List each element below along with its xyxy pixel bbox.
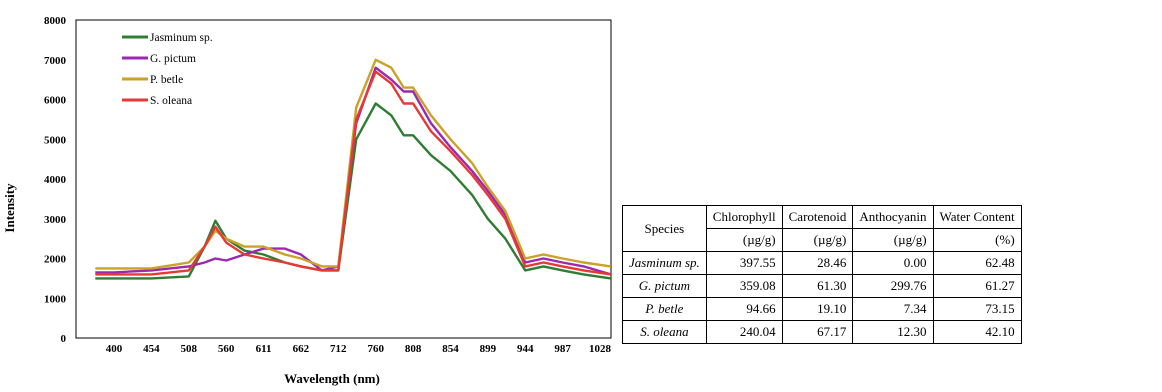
table-header-row: Species Chlorophyll Carotenoid Anthocyan… (622, 205, 1022, 252)
legend: Jasminum sp. G. pictum P. betle S. oleana (122, 32, 213, 107)
x-tick-label: 987 (554, 343, 571, 355)
table-cell: 28.46 (781, 251, 854, 275)
table-cell-species: P. betle (622, 297, 707, 321)
x-axis-label: Wavelength (nm) (284, 371, 380, 386)
table-header-species: Species (622, 205, 707, 252)
x-tick-label: 454 (143, 343, 160, 355)
table-cell-species: Jasminum sp. (622, 251, 707, 275)
x-tick-label: 944 (517, 343, 534, 355)
y-tick-label: 4000 (44, 174, 67, 186)
x-tick-label: 854 (442, 343, 459, 355)
table-unit-anthocyanin: (µg/g) (852, 228, 934, 252)
y-tick-label: 8000 (44, 15, 67, 27)
x-tick-label: 560 (218, 343, 235, 355)
table-header-chlorophyll: Chlorophyll (705, 205, 783, 229)
x-axis-ticks: 400 454 508 560 611 662 712 760 808 854 899 944 987 1… (106, 343, 612, 355)
table-cell: 42.10 (932, 320, 1022, 344)
series-line (95, 102, 612, 280)
table-cell: 0.00 (852, 251, 934, 275)
y-tick-label: 3000 (44, 214, 67, 226)
table-cell: 19.10 (781, 297, 854, 321)
pigment-table: Species Chlorophyll Carotenoid Anthocyan… (622, 205, 1022, 344)
y-tick-label: 0 (61, 333, 67, 345)
y-tick-label: 5000 (44, 134, 67, 146)
table-cell: 61.27 (932, 274, 1022, 298)
table-row: P. betle 94.66 19.10 7.34 73.15 (622, 297, 1022, 321)
table-cell-species: G. pictum (622, 274, 707, 298)
x-tick-label: 712 (330, 343, 347, 355)
table-row: S. oleana 240.04 67.17 12.30 42.10 (622, 320, 1022, 344)
x-tick-label: 662 (293, 343, 310, 355)
x-tick-label: 808 (405, 343, 422, 355)
y-tick-label: 6000 (44, 95, 67, 107)
table-cell: 397.55 (705, 251, 783, 275)
table-header-carotenoid: Carotenoid (781, 205, 854, 229)
table-unit-row: (µg/g) (µg/g) (µg/g) (%) (623, 228, 1022, 252)
table-row: Jasminum sp. 397.55 28.46 0.00 62.48 (622, 251, 1022, 275)
table-cell-species: S. oleana (622, 320, 707, 344)
x-tick-label: 400 (106, 343, 123, 355)
legend-label: Jasminum sp. (150, 32, 213, 44)
x-tick-label: 760 (367, 343, 384, 355)
table-cell: 67.17 (781, 320, 854, 344)
table-cell: 62.48 (932, 251, 1022, 275)
x-tick-label: 611 (256, 343, 272, 355)
y-tick-label: 1000 (44, 293, 67, 305)
y-axis-ticks: 0 1000 2000 3000 4000 5000 6000 7000 8000 (44, 15, 67, 345)
legend-label: G. pictum (150, 53, 196, 65)
plot-area (75, 19, 612, 339)
legend-label: P. betle (150, 74, 183, 86)
y-tick-label: 7000 (44, 55, 67, 67)
legend-label: S. oleana (150, 95, 192, 107)
table-unit-chlorophyll: (µg/g) (705, 228, 783, 252)
series-line (95, 70, 612, 276)
table-cell: 73.15 (932, 297, 1022, 321)
y-tick-label: 2000 (44, 254, 67, 266)
table-cell: 299.76 (852, 274, 934, 298)
table-cell: 7.34 (852, 297, 934, 321)
table-cell: 61.30 (781, 274, 854, 298)
x-tick-label: 1028 (589, 343, 612, 355)
x-tick-label: 899 (480, 343, 497, 355)
table-cell: 12.30 (852, 320, 934, 344)
table-cell: 359.08 (705, 274, 783, 298)
table-unit-carotenoid: (µg/g) (781, 228, 854, 252)
table-unit-water-content: (%) (932, 228, 1022, 252)
spectrum-chart: 0 1000 2000 3000 4000 5000 6000 7000 8000 400 454… (2, 15, 612, 386)
series-group (95, 58, 612, 280)
table-cell: 94.66 (705, 297, 783, 321)
table-row: G. pictum 359.08 61.30 299.76 61.27 (622, 274, 1022, 298)
table-cell: 240.04 (705, 320, 783, 344)
table-header-water-content: Water Content (932, 205, 1022, 229)
y-axis-label: Intensity (2, 183, 17, 233)
x-tick-label: 508 (181, 343, 198, 355)
table-header-anthocyanin: Anthocyanin (852, 205, 934, 229)
